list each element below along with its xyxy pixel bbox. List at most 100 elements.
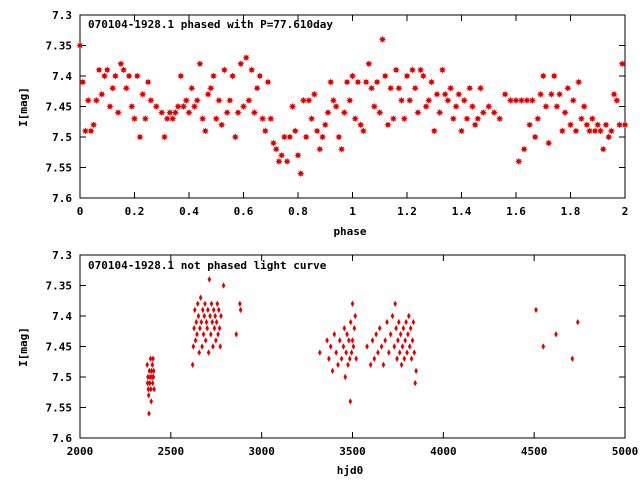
data-point	[166, 109, 174, 117]
data-point	[370, 337, 375, 344]
x-axis-unphased: 2000 2500 3000 3500 4000 4500 5000	[67, 255, 638, 458]
data-point	[594, 121, 602, 129]
data-point	[351, 115, 359, 123]
data-point	[455, 90, 463, 98]
data-point	[411, 318, 416, 326]
data-point	[95, 66, 103, 74]
data-point	[517, 96, 526, 104]
data-point	[191, 343, 196, 350]
x-tick-label: 4500	[521, 445, 548, 458]
data-point	[272, 145, 280, 153]
data-point	[406, 96, 414, 104]
x-tick-label: 3000	[248, 445, 275, 458]
data-point	[234, 109, 242, 117]
x-tick-label: 3500	[339, 445, 366, 458]
data-point	[613, 96, 621, 104]
data-point	[564, 84, 572, 92]
data-point	[395, 355, 399, 362]
data-point	[149, 367, 154, 375]
data-point	[316, 145, 324, 153]
y-tick-label: 7.4	[52, 310, 72, 323]
data-point	[412, 349, 417, 356]
data-point	[377, 325, 382, 332]
data-point	[151, 373, 156, 381]
data-point	[383, 337, 387, 344]
data-point	[283, 157, 291, 165]
data-point	[407, 312, 411, 320]
data-point	[408, 66, 417, 74]
data-point	[330, 367, 335, 375]
data-point	[399, 361, 404, 368]
data-point	[261, 127, 269, 135]
data-point	[79, 78, 87, 86]
data-point	[441, 90, 449, 98]
data-point	[528, 96, 536, 104]
data-point	[310, 90, 318, 98]
data-point	[325, 337, 329, 344]
data-point	[387, 84, 395, 92]
data-point	[566, 121, 575, 129]
data-point	[213, 312, 217, 320]
data-point	[147, 96, 155, 104]
data-point	[387, 349, 391, 356]
data-point	[209, 331, 213, 338]
data-point	[288, 102, 297, 111]
data-point	[321, 121, 329, 129]
data-point	[419, 72, 427, 80]
data-point	[618, 60, 626, 68]
data-point	[379, 343, 384, 350]
data-point	[219, 312, 223, 320]
data-point	[354, 78, 362, 86]
data-point	[139, 90, 147, 98]
data-point	[267, 115, 275, 123]
data-point	[146, 386, 151, 393]
data-point	[305, 96, 313, 104]
data-point	[340, 109, 348, 117]
data-point	[302, 133, 310, 141]
data-point	[372, 355, 377, 362]
data-point	[350, 300, 355, 307]
data-point	[400, 115, 408, 123]
data-point	[339, 355, 344, 362]
points-unphased	[145, 276, 580, 417]
data-point	[596, 127, 605, 135]
data-point	[194, 318, 199, 326]
data-point	[400, 343, 405, 350]
data-point	[554, 331, 558, 338]
data-point	[280, 133, 288, 141]
data-point	[149, 398, 154, 405]
data-point	[393, 300, 397, 307]
data-point	[348, 318, 353, 326]
chart-unphased: 070104-1928.1 not phased light curve 200…	[17, 249, 638, 477]
data-point	[206, 349, 211, 356]
data-point	[207, 84, 215, 92]
data-point	[351, 343, 356, 350]
data-point	[536, 90, 545, 98]
data-point	[374, 331, 378, 338]
x-tick-label: 4000	[430, 445, 457, 458]
data-point	[407, 343, 412, 350]
data-point	[211, 306, 216, 314]
chart-title-unphased: 070104-1928.1 not phased light curve	[88, 259, 327, 272]
x-tick-label: 1	[349, 205, 356, 218]
data-point	[204, 90, 212, 98]
data-point	[352, 325, 357, 332]
data-point	[256, 72, 264, 80]
data-point	[109, 84, 117, 92]
data-point	[561, 109, 569, 117]
data-point	[397, 96, 406, 104]
data-point	[120, 66, 128, 74]
data-point	[585, 127, 594, 135]
data-point	[539, 72, 547, 80]
data-point	[417, 66, 425, 74]
data-point	[583, 121, 591, 129]
data-point	[286, 133, 294, 141]
data-point	[605, 133, 613, 141]
data-point	[100, 72, 109, 80]
data-point	[367, 84, 376, 92]
x-axis-phased: 0 0.2 0.4 0.6 0.8 1 1.2 1.4 1.6 1.8 2	[77, 15, 628, 218]
data-point	[218, 343, 223, 350]
data-point	[324, 109, 332, 117]
data-point	[117, 60, 125, 68]
data-point	[220, 66, 229, 74]
